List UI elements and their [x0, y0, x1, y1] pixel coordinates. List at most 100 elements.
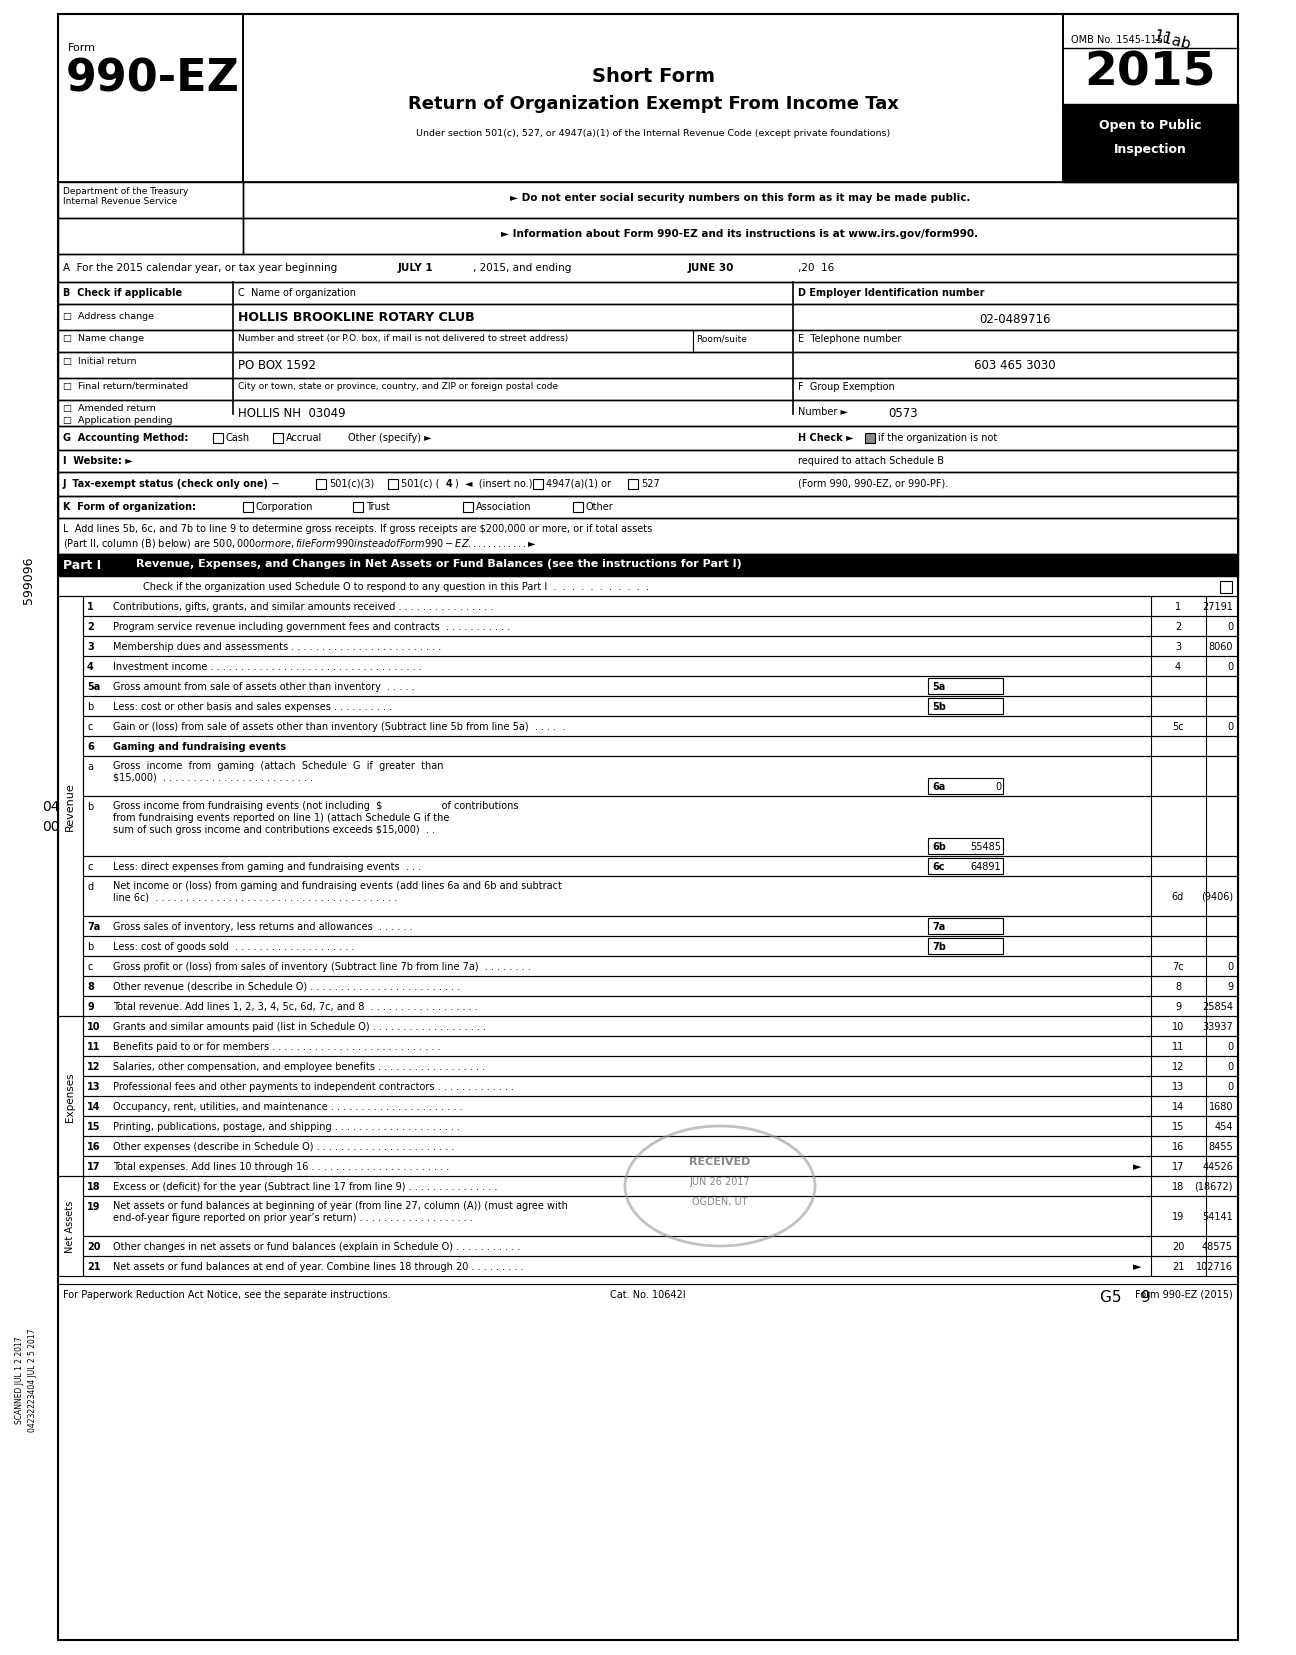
Text: Gain or (loss) from sale of assets other than inventory (Subtract line 5b from l: Gain or (loss) from sale of assets other… — [113, 722, 565, 732]
Text: D Employer Identification number: D Employer Identification number — [798, 288, 985, 298]
Text: 19: 19 — [87, 1202, 101, 1211]
Text: 5a: 5a — [932, 682, 945, 692]
Text: 25854: 25854 — [1201, 1001, 1232, 1011]
Bar — [1063, 104, 1238, 184]
Text: 7b: 7b — [932, 942, 946, 952]
Text: Net income or (loss) from gaming and fundraising events (add lines 6a and 6b and: Net income or (loss) from gaming and fun… — [113, 880, 562, 890]
Text: 54141: 54141 — [1203, 1211, 1232, 1221]
Text: Total expenses. Add lines 10 through 16 . . . . . . . . . . . . . . . . . . . . : Total expenses. Add lines 10 through 16 … — [113, 1162, 450, 1172]
Text: Investment income . . . . . . . . . . . . . . . . . . . . . . . . . . . . . . . : Investment income . . . . . . . . . . . … — [113, 662, 421, 672]
Bar — [58, 1177, 83, 1276]
Bar — [58, 15, 244, 184]
Bar — [533, 480, 543, 490]
Text: 21: 21 — [87, 1261, 101, 1271]
Text: 33937: 33937 — [1203, 1021, 1232, 1031]
Text: OGDEN, UT: OGDEN, UT — [692, 1197, 748, 1206]
Bar — [388, 480, 398, 490]
Text: Contributions, gifts, grants, and similar amounts received . . . . . . . . . . .: Contributions, gifts, grants, and simila… — [113, 602, 494, 612]
Text: Printing, publications, postage, and shipping . . . . . . . . . . . . . . . . . : Printing, publications, postage, and shi… — [113, 1122, 460, 1132]
Text: □  Amended return: □ Amended return — [64, 404, 156, 412]
Text: RECEIVED: RECEIVED — [689, 1157, 750, 1167]
Bar — [58, 450, 1238, 473]
Text: Inspection: Inspection — [1113, 142, 1186, 156]
Text: sum of such gross income and contributions exceeds $15,000)  . .: sum of such gross income and contributio… — [113, 824, 435, 834]
Text: 18: 18 — [1172, 1182, 1185, 1192]
Text: 501(c)(3): 501(c)(3) — [329, 478, 375, 488]
Bar — [83, 1137, 1238, 1157]
Text: 13: 13 — [87, 1081, 101, 1091]
Text: b: b — [87, 702, 93, 712]
Text: G  Accounting Method:: G Accounting Method: — [64, 432, 188, 444]
Bar — [58, 379, 1238, 401]
Text: ► Do not enter social security numbers on this form as it may be made public.: ► Do not enter social security numbers o… — [509, 194, 971, 204]
Text: Expenses: Expenses — [65, 1071, 75, 1120]
Text: C  Name of organization: C Name of organization — [238, 288, 356, 298]
Text: Grants and similar amounts paid (list in Schedule O) . . . . . . . . . . . . . .: Grants and similar amounts paid (list in… — [113, 1021, 486, 1031]
Text: Accrual: Accrual — [286, 432, 323, 444]
Text: 5a: 5a — [87, 682, 100, 692]
Text: A  For the 2015 calendar year, or tax year beginning: A For the 2015 calendar year, or tax yea… — [64, 263, 337, 273]
Text: Corporation: Corporation — [257, 501, 314, 511]
Text: Return of Organization Exempt From Income Tax: Return of Organization Exempt From Incom… — [407, 94, 898, 113]
Text: JULY 1: JULY 1 — [398, 263, 434, 273]
Text: Association: Association — [476, 501, 531, 511]
Text: 44526: 44526 — [1203, 1162, 1232, 1172]
Text: 990-EZ: 990-EZ — [66, 56, 240, 99]
Bar — [928, 698, 1003, 715]
Text: 14: 14 — [1172, 1101, 1185, 1111]
Text: c: c — [87, 722, 92, 732]
Text: 04232223404 JUL 2 5 2017: 04232223404 JUL 2 5 2017 — [29, 1327, 38, 1432]
Text: 8455: 8455 — [1208, 1142, 1232, 1152]
Text: 454: 454 — [1214, 1122, 1232, 1132]
Text: 501(c) (: 501(c) ( — [400, 478, 439, 488]
Text: 0: 0 — [1227, 962, 1232, 971]
Text: 10: 10 — [1172, 1021, 1185, 1031]
Bar — [58, 518, 1238, 554]
Text: 1: 1 — [87, 602, 93, 612]
Bar — [83, 917, 1238, 937]
Text: Net assets or fund balances at end of year. Combine lines 18 through 20 . . . . : Net assets or fund balances at end of ye… — [113, 1261, 524, 1271]
Text: For Paperwork Reduction Act Notice, see the separate instructions.: For Paperwork Reduction Act Notice, see … — [64, 1289, 390, 1299]
Bar — [58, 255, 1238, 283]
Text: Form: Form — [67, 43, 96, 53]
Text: 6c: 6c — [932, 862, 945, 872]
Bar — [928, 839, 1003, 854]
Bar — [83, 597, 1238, 617]
Text: □  Final return/terminated: □ Final return/terminated — [64, 382, 188, 391]
Text: 7a: 7a — [87, 922, 100, 932]
Text: Salaries, other compensation, and employee benefits . . . . . . . . . . . . . . : Salaries, other compensation, and employ… — [113, 1061, 485, 1071]
Text: F  Group Exemption: F Group Exemption — [798, 382, 894, 392]
Text: 20: 20 — [87, 1241, 101, 1251]
Text: 5b: 5b — [932, 702, 946, 712]
Bar — [83, 1236, 1238, 1256]
Text: Total revenue. Add lines 1, 2, 3, 4, 5c, 6d, 7c, and 8  . . . . . . . . . . . . : Total revenue. Add lines 1, 2, 3, 4, 5c,… — [113, 1001, 478, 1011]
Text: Revenue: Revenue — [65, 783, 75, 831]
Text: 8060: 8060 — [1208, 642, 1232, 652]
Text: 9: 9 — [1175, 1001, 1181, 1011]
Text: Check if the organization used Schedule O to respond to any question in this Par: Check if the organization used Schedule … — [143, 581, 649, 591]
Text: Excess or (deficit) for the year (Subtract line 17 from line 9) . . . . . . . . : Excess or (deficit) for the year (Subtra… — [113, 1182, 498, 1192]
Text: 00: 00 — [41, 819, 60, 834]
Text: , 2015, and ending: , 2015, and ending — [473, 263, 572, 273]
Bar — [58, 353, 1238, 379]
Text: (18672): (18672) — [1195, 1182, 1232, 1192]
Text: Gross profit or (loss) from sales of inventory (Subtract line 7b from line 7a)  : Gross profit or (loss) from sales of inv… — [113, 962, 531, 971]
Text: H Check ►: H Check ► — [798, 432, 854, 444]
Bar — [58, 576, 1238, 597]
Text: 3: 3 — [87, 642, 93, 652]
Text: 10: 10 — [87, 1021, 101, 1031]
Bar — [58, 1016, 83, 1177]
Text: 0: 0 — [995, 781, 1001, 791]
Text: 599096: 599096 — [22, 556, 35, 604]
Text: HOLLIS BROOKLINE ROTARY CLUB: HOLLIS BROOKLINE ROTARY CLUB — [238, 311, 474, 324]
Text: 8: 8 — [1175, 981, 1181, 991]
Text: 9: 9 — [87, 1001, 93, 1011]
Bar — [928, 778, 1003, 794]
Text: Other: Other — [586, 501, 614, 511]
Bar — [629, 480, 638, 490]
Text: SCANNED JUL 1 2 2017: SCANNED JUL 1 2 2017 — [16, 1336, 25, 1423]
Bar — [83, 756, 1238, 796]
Bar — [573, 503, 583, 513]
Bar — [83, 697, 1238, 717]
Bar — [83, 796, 1238, 857]
